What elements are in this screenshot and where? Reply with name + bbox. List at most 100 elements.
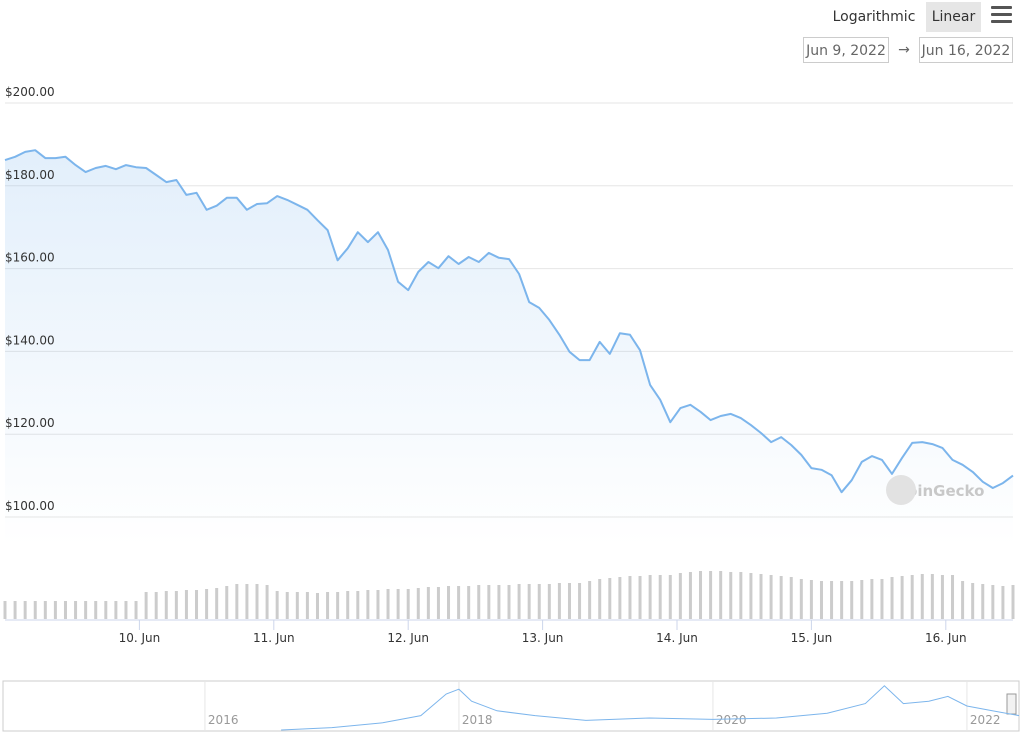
volume-bar: [104, 601, 108, 619]
volume-bar: [336, 592, 340, 619]
volume-bar: [144, 592, 148, 619]
volume-bar: [396, 589, 400, 619]
volume-bar: [114, 601, 118, 619]
volume-bar: [215, 588, 219, 619]
volume-bar: [315, 593, 319, 619]
volume-bar: [205, 589, 209, 619]
volume-bar: [33, 601, 37, 619]
scale-option[interactable]: Logarithmic: [832, 9, 916, 25]
volume-bar: [436, 587, 440, 619]
volume-bar: [870, 579, 874, 619]
volume-bar: [235, 584, 239, 619]
volume-bar: [830, 581, 834, 619]
volume-bar: [356, 591, 360, 619]
x-tick-label: 12. Jun: [387, 631, 429, 645]
area: [5, 150, 1013, 545]
volume-bar: [860, 580, 864, 619]
price-line: [4, 149, 1014, 494]
volume-bar: [547, 584, 551, 619]
volume-bar: [527, 584, 531, 619]
volume-bar: [255, 584, 259, 619]
volume-bar: [245, 584, 249, 619]
y-tick-label: $100.00: [5, 499, 55, 513]
volume-bar: [305, 592, 309, 619]
volume-bar: [164, 591, 168, 619]
volume-bar: [53, 601, 57, 619]
volume-bar: [678, 573, 682, 619]
volume-bar: [951, 575, 955, 619]
volume-bar: [608, 578, 612, 619]
volume-bar: [23, 601, 27, 619]
volume-bar: [154, 592, 158, 619]
y-tick-label: $140.00: [5, 333, 55, 347]
date-to[interactable]: Jun 16, 2022: [919, 37, 1013, 63]
menu-button[interactable]: [991, 6, 1012, 24]
volume-bar: [991, 585, 995, 619]
volume-bar: [3, 601, 7, 619]
watermark-logo: [886, 475, 916, 505]
volume-bar: [225, 586, 229, 619]
volume-bar: [174, 591, 178, 619]
volume-bar: [43, 601, 47, 619]
navigator-handle[interactable]: [1006, 693, 1017, 715]
x-tick-label: 15. Jun: [791, 631, 833, 645]
volume-bar: [124, 601, 128, 619]
volume-bar: [537, 584, 541, 619]
volume-bar: [618, 577, 622, 619]
volume-bar: [819, 581, 823, 619]
volume-bar: [295, 592, 299, 619]
x-tick-label: 13. Jun: [522, 631, 564, 645]
volume-bar: [628, 576, 632, 619]
volume-bar: [940, 575, 944, 619]
volume-bar: [890, 577, 894, 619]
volume-bar: [1001, 586, 1005, 619]
volume-bar: [195, 590, 199, 619]
volume-bar: [497, 585, 501, 619]
volume-bar: [658, 575, 662, 619]
volume-bar: [275, 591, 279, 619]
volume-bar: [567, 583, 571, 619]
volume-bar: [638, 576, 642, 619]
volume-bar: [688, 572, 692, 619]
volume-bar: [457, 586, 461, 619]
volume-bar: [598, 579, 602, 619]
y-tick-label: $200.00: [5, 85, 55, 99]
volume-bar: [971, 583, 975, 619]
volume-bar: [749, 573, 753, 619]
volume-bar: [759, 574, 763, 619]
volume-bar: [13, 601, 17, 619]
volume-bar: [376, 590, 380, 619]
volume-bar: [799, 579, 803, 619]
navigator-frame: [2, 680, 1020, 732]
volume-bar: [789, 577, 793, 619]
volume-bar: [981, 584, 985, 619]
volume-bar: [507, 585, 511, 619]
navigator-tick-label: 2022: [970, 713, 1001, 727]
volume-bar: [578, 583, 582, 619]
watermark: CoinGecko: [896, 482, 984, 500]
volume-bar: [588, 581, 592, 619]
volume-bar: [426, 587, 430, 619]
volume-bar: [265, 585, 269, 619]
volume-bar: [487, 585, 491, 619]
volume-bar: [719, 571, 723, 619]
scale-option[interactable]: Linear: [926, 2, 981, 32]
volume-bar: [961, 581, 965, 619]
volume-bar: [184, 590, 188, 619]
volume-bar: [557, 583, 561, 619]
date-from[interactable]: Jun 9, 2022: [803, 37, 889, 63]
volume-bar: [739, 572, 743, 619]
volume-bar: [346, 591, 350, 619]
volume-bar: [366, 590, 370, 619]
volume-bar: [709, 571, 713, 619]
y-tick-label: $180.00: [5, 168, 55, 182]
volume-bar: [84, 601, 88, 619]
volume-bar: [517, 584, 521, 619]
volume-bar: [920, 574, 924, 619]
volume-bar: [406, 589, 410, 619]
navigator-tick-label: 2020: [716, 713, 747, 727]
volume-bar: [285, 592, 289, 619]
volume-bar: [63, 601, 67, 619]
volume-bar: [880, 579, 884, 619]
